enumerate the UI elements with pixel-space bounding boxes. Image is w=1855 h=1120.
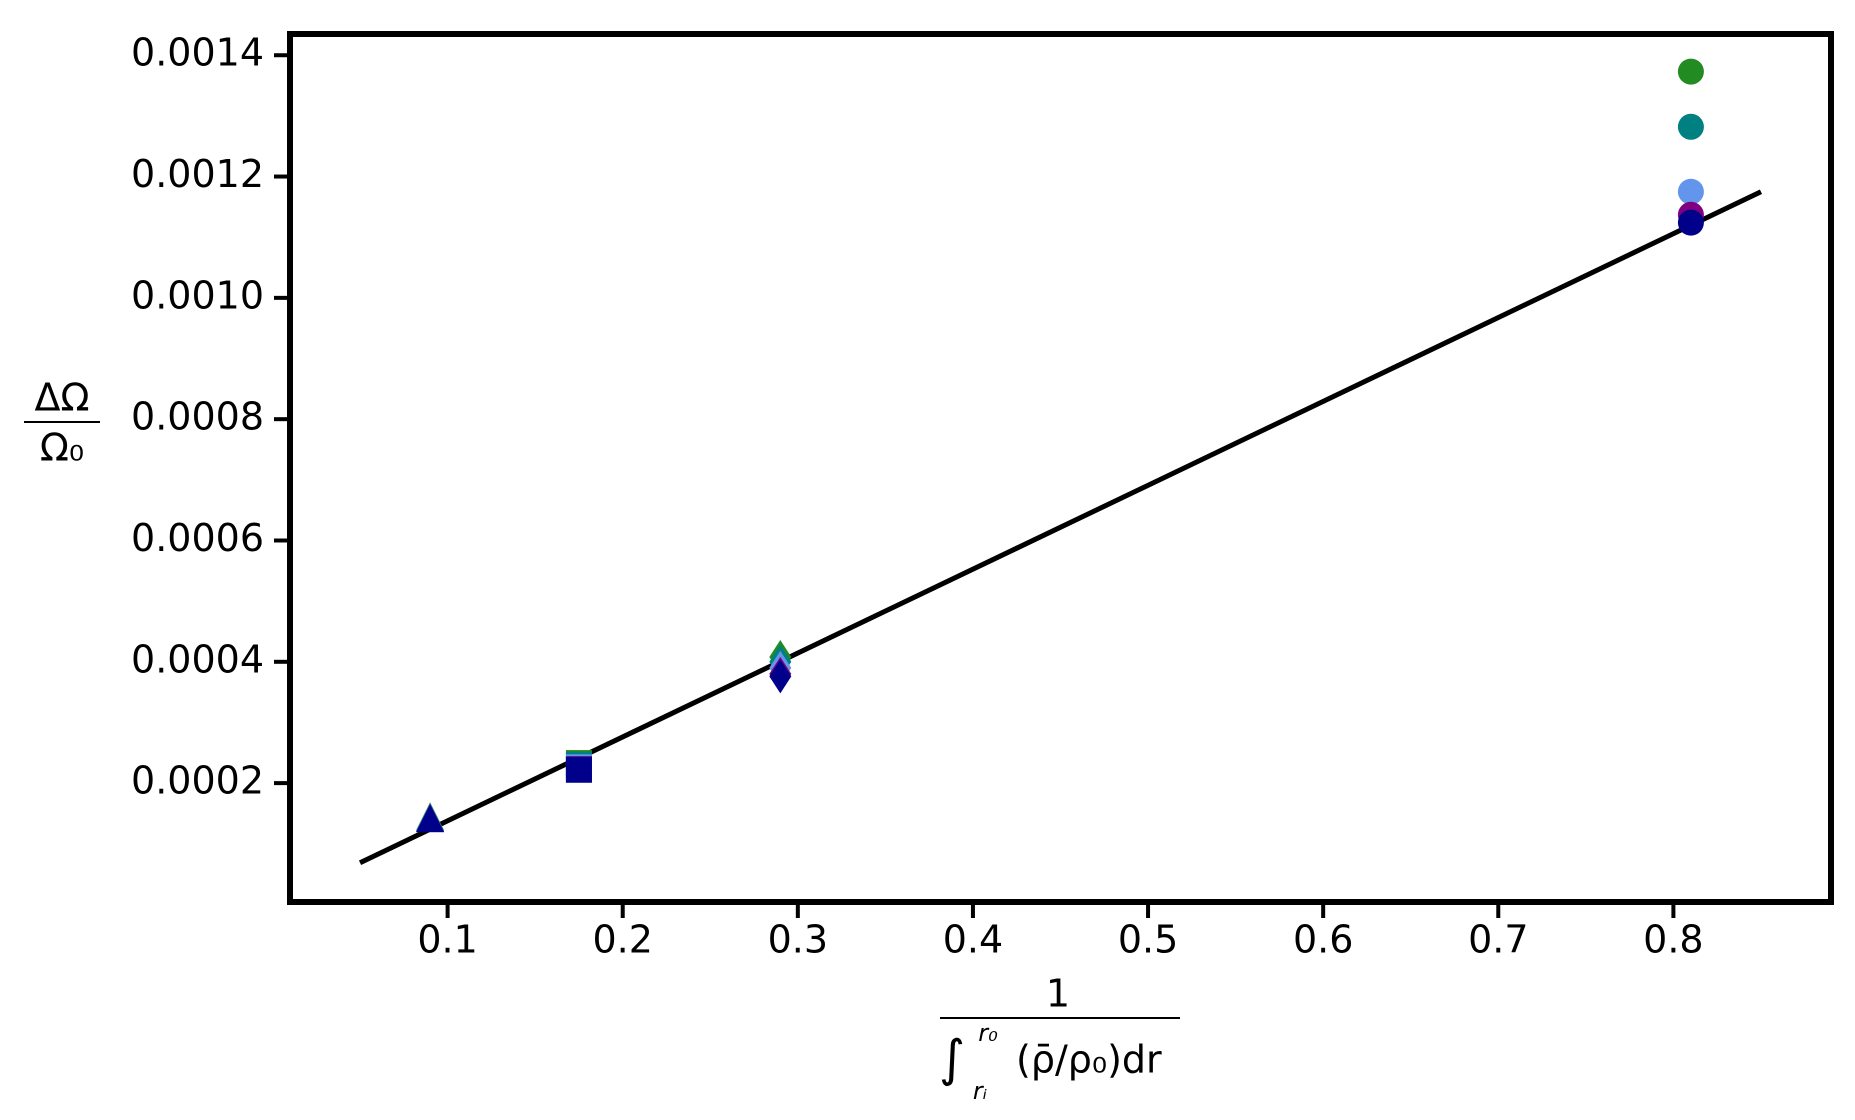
plot-frame	[287, 31, 1834, 905]
x-tick-label: 0.8	[1643, 918, 1703, 962]
x-label-numerator: 1	[1046, 972, 1070, 1016]
point	[1677, 58, 1704, 85]
x-label-lower: rᵢ	[973, 1077, 987, 1105]
x-tick-label: 0.2	[592, 918, 652, 962]
y-tick-label: 0.0008	[131, 395, 264, 439]
x-label-upper: r₀	[978, 1019, 998, 1047]
y-tick-label: 0.0014	[131, 31, 264, 75]
point	[565, 756, 592, 783]
x-label-denominator: (ρ̄/ρ₀)dr	[1016, 1038, 1162, 1082]
point	[1677, 178, 1704, 205]
x-tick-label: 0.7	[1468, 918, 1528, 962]
y-label-denominator: Ω₀	[40, 426, 84, 470]
x-tick-label: 0.5	[1118, 918, 1178, 962]
y-tick-label: 0.0012	[131, 152, 264, 196]
y-tick-label: 0.0002	[131, 759, 264, 803]
point	[1677, 113, 1704, 140]
y-label-numerator: ΔΩ	[34, 376, 89, 420]
x-tick-label: 0.1	[417, 918, 477, 962]
point	[416, 804, 445, 833]
fit-line	[358, 189, 1763, 866]
y-tick-label: 0.0004	[131, 637, 264, 681]
x-tick-label: 0.6	[1293, 918, 1353, 962]
x-label-integral: ∫	[939, 1030, 965, 1088]
point	[1677, 209, 1704, 236]
y-tick-label: 0.0010	[131, 273, 264, 317]
x-tick-label: 0.3	[768, 918, 828, 962]
point	[769, 659, 792, 694]
x-tick-label: 0.4	[943, 918, 1003, 962]
y-tick-label: 0.0006	[131, 516, 264, 560]
